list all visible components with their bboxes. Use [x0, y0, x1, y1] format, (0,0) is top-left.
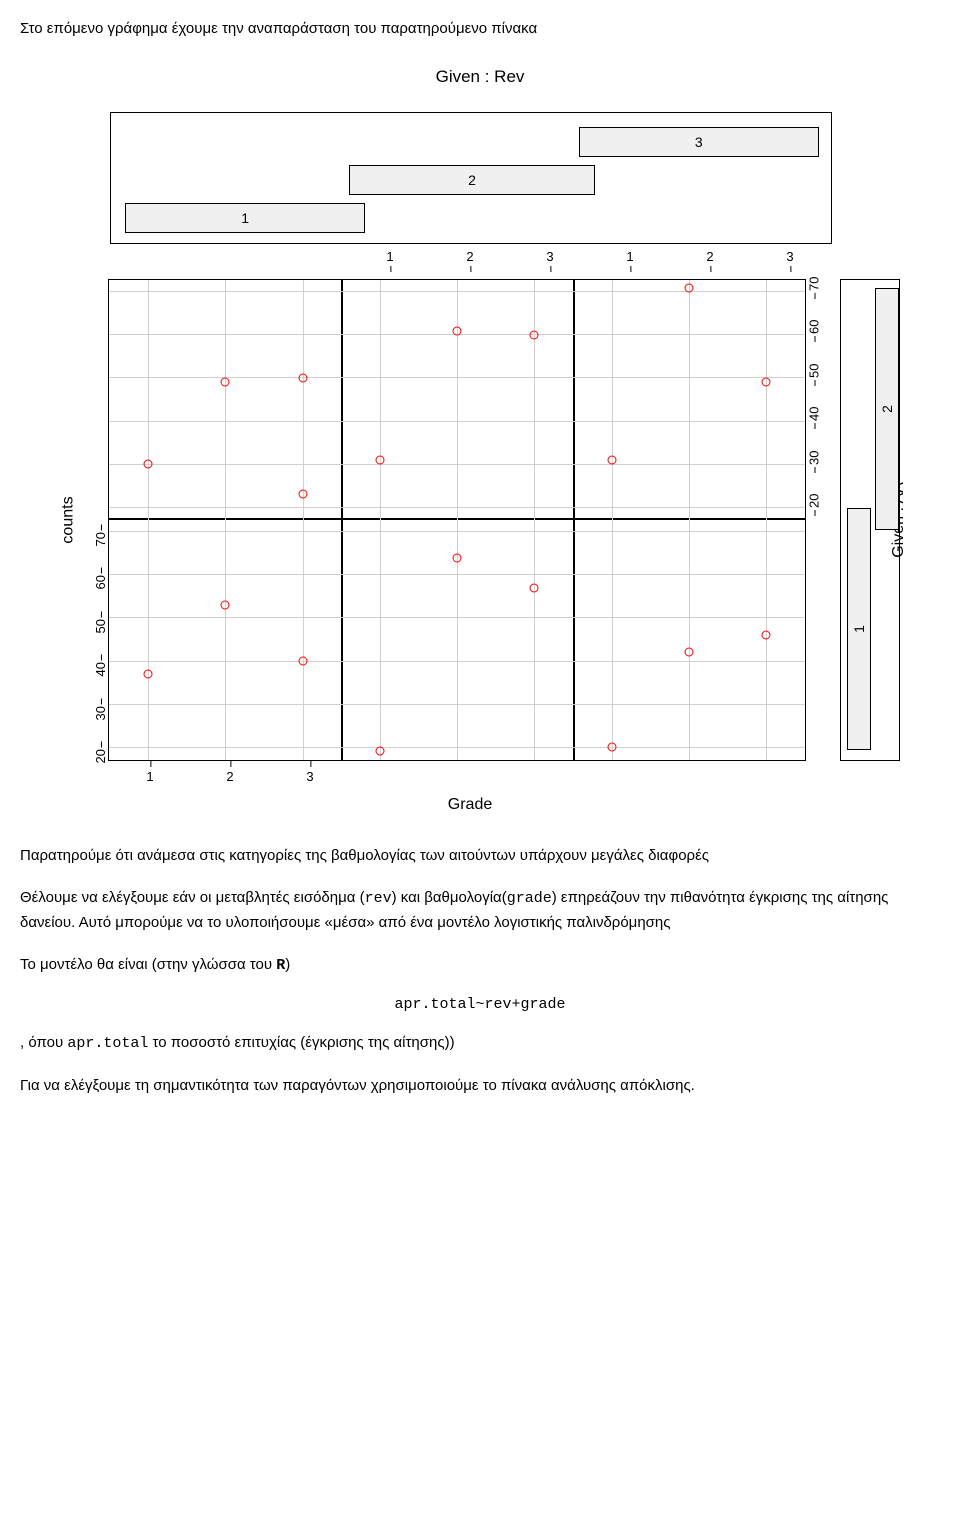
text: Το μοντέλο θα είναι (στην γλώσσα του: [20, 956, 276, 973]
y-axis-label: counts: [60, 496, 78, 543]
code-apr-total: apr.total: [67, 1035, 148, 1052]
shingle-aa-box: 1: [847, 508, 871, 750]
y-tick-right: 50: [807, 363, 822, 377]
shingle-aa: Given : AA 12: [840, 279, 900, 761]
shingle-rev: 1 2 3: [110, 112, 832, 244]
y-tick-right: 60: [807, 320, 822, 334]
shingle-rev-box: 3: [579, 127, 819, 157]
y-tick-right: 30: [807, 450, 822, 464]
top-tick: 2: [706, 249, 713, 264]
paragraph-where: , όπου apr.total το ποσοστό επιτυχίας (έ…: [20, 1031, 940, 1056]
coplot-chart: Given : Rev 123 123123 counts 2030405060…: [60, 67, 900, 814]
model-formula: apr.total~rev+grade: [20, 996, 940, 1013]
data-point: [530, 331, 539, 340]
data-point: [685, 284, 694, 293]
shingle-rev-box: 2: [349, 165, 596, 195]
chart-title: Given : Rev: [60, 67, 900, 87]
y-tick-left: 40: [93, 662, 108, 676]
top-tick: 3: [786, 249, 793, 264]
data-point: [685, 648, 694, 657]
y-tick-right: 40: [807, 407, 822, 421]
data-point: [298, 657, 307, 666]
y-axis-right: 20 30 40 50 60 70: [806, 279, 835, 761]
y-tick-left: 50: [93, 619, 108, 633]
text: , όπου: [20, 1034, 67, 1051]
paragraph-significance: Για να ελέγξουμε τη σημαντικότητα των πα…: [20, 1074, 940, 1098]
top-axis: 1 2 3 1 2 3: [110, 249, 830, 279]
bottom-tick: 2: [226, 769, 233, 784]
data-point: [375, 455, 384, 464]
bottom-axis: 1 2 3: [110, 761, 830, 791]
data-point: [453, 554, 462, 563]
plot-grid: [108, 279, 806, 761]
top-tick: 1: [386, 249, 393, 264]
bottom-tick: 1: [146, 769, 153, 784]
y-tick-right: 20: [807, 493, 822, 507]
top-tick: 1: [626, 249, 633, 264]
intro-text: Στο επόμενο γράφημα έχουμε την αναπαράστ…: [20, 20, 940, 37]
shingle-rev-box: 1: [125, 203, 365, 233]
data-point: [762, 378, 771, 387]
text: Θέλουμε να ελέγξουμε εάν οι μεταβλητές ε…: [20, 889, 365, 906]
paragraph-observation: Παρατηρούμε ότι ανάμεσα στις κατηγορίες …: [20, 844, 940, 868]
data-point: [375, 747, 384, 756]
main-plot-row: counts 20 30 40 50 60 70 20 30 40 50 60 70 Given :…: [60, 279, 900, 761]
data-point: [143, 669, 152, 678]
data-point: [453, 327, 462, 336]
code-rev: rev: [365, 890, 392, 907]
text: ): [285, 956, 290, 973]
paragraph-goal: Θέλουμε να ελέγξουμε εάν οι μεταβλητές ε…: [20, 886, 940, 935]
y-axis-left: counts 20 30 40 50 60 70: [60, 279, 108, 761]
y-tick-right: 70: [807, 277, 822, 291]
paragraph-model: Το μοντέλο θα είναι (στην γλώσσα του R): [20, 953, 940, 978]
top-tick: 2: [466, 249, 473, 264]
data-point: [298, 374, 307, 383]
y-tick-left: 70: [93, 532, 108, 546]
data-point: [607, 742, 616, 751]
shingle-aa-box: 2: [875, 288, 899, 530]
data-point: [221, 601, 230, 610]
data-point: [298, 489, 307, 498]
y-tick-left: 60: [93, 575, 108, 589]
data-point: [607, 455, 616, 464]
bottom-tick: 3: [306, 769, 313, 784]
data-point: [143, 459, 152, 468]
code-R: R: [276, 957, 285, 974]
x-axis-label: Grade: [110, 796, 830, 814]
y-tick-left: 20: [93, 749, 108, 763]
data-point: [762, 631, 771, 640]
text: ) και βαθμολογία(: [392, 889, 507, 906]
data-point: [530, 584, 539, 593]
data-point: [221, 378, 230, 387]
top-tick: 3: [546, 249, 553, 264]
text: το ποσοστό επιτυχίας (έγκρισης της αίτησ…: [148, 1034, 454, 1051]
code-grade: grade: [507, 890, 552, 907]
y-tick-left: 30: [93, 706, 108, 720]
